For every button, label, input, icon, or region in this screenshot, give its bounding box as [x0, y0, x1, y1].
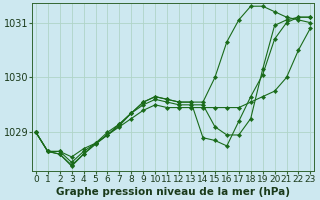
- X-axis label: Graphe pression niveau de la mer (hPa): Graphe pression niveau de la mer (hPa): [56, 187, 290, 197]
